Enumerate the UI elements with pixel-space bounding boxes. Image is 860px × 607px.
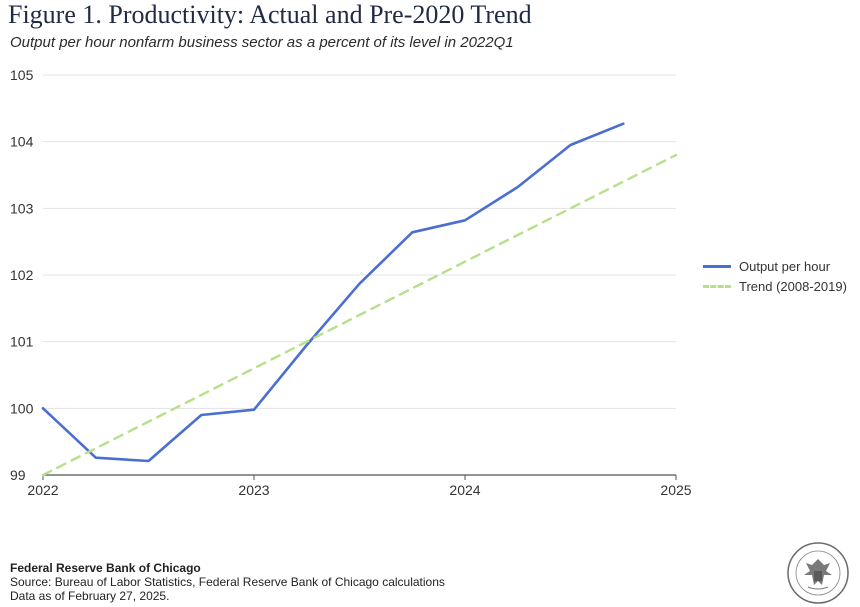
x-tick-label-2022: 2022 <box>27 482 58 498</box>
series-line-trend <box>41 153 678 477</box>
x-axis-ticks: 2022 2023 2024 2025 <box>27 475 692 498</box>
x-tick-label-2025: 2025 <box>660 482 691 498</box>
legend-item-output-per-hour: Output per hour <box>703 256 847 276</box>
footer-source: Source: Bureau of Labor Statistics, Fede… <box>10 575 445 589</box>
y-tick-label-105: 105 <box>10 67 34 83</box>
footer-org: Federal Reserve Bank of Chicago <box>10 561 201 575</box>
legend: Output per hour Trend (2008-2019) <box>703 256 847 296</box>
y-axis-ticks: 99 100 101 102 103 104 105 <box>10 67 34 483</box>
legend-swatch-trend <box>703 284 731 288</box>
y-tick-label-100: 100 <box>10 400 34 416</box>
grid-lines <box>43 74 676 476</box>
y-tick-label-104: 104 <box>10 134 34 150</box>
y-tick-label-102: 102 <box>10 267 34 283</box>
series-line-output-per-hour <box>41 122 625 463</box>
legend-label-output-per-hour: Output per hour <box>739 258 831 274</box>
y-tick-label-101: 101 <box>10 334 34 350</box>
chart-subtitle: Output per hour nonfarm business sector … <box>10 34 514 51</box>
footer-date: Data as of February 27, 2025. <box>10 589 170 603</box>
federal-reserve-seal-logo <box>787 542 849 604</box>
y-tick-label-103: 103 <box>10 200 34 216</box>
y-tick-label-99: 99 <box>10 467 26 483</box>
legend-swatch-output-per-hour <box>703 264 731 268</box>
legend-label-trend: Trend (2008-2019) <box>739 278 847 294</box>
footer: Federal Reserve Bank of Chicago Source: … <box>10 561 445 603</box>
x-tick-label-2024: 2024 <box>449 482 480 498</box>
legend-item-trend: Trend (2008-2019) <box>703 276 847 296</box>
x-tick-label-2023: 2023 <box>238 482 269 498</box>
series-lines <box>41 122 678 477</box>
chart-title: Figure 1. Productivity: Actual and Pre-2… <box>8 0 532 29</box>
